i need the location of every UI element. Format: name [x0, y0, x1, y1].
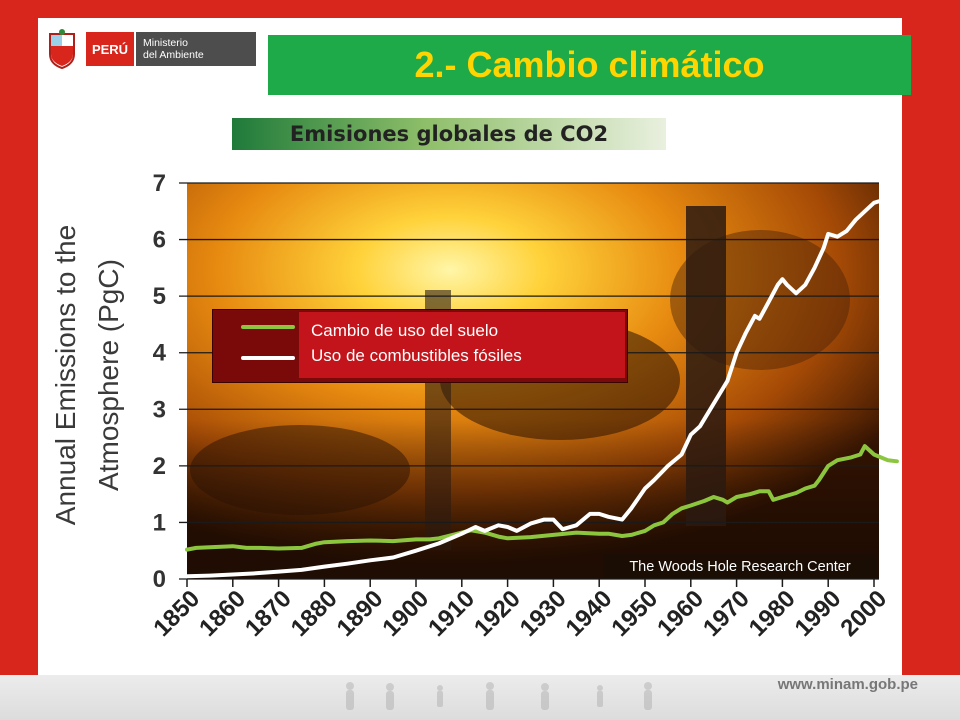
x-tick-label: 1980 — [744, 585, 801, 642]
people-silhouettes-decoration — [346, 682, 652, 710]
y-tick-label: 6 — [153, 227, 166, 254]
y-tick-label: 3 — [153, 396, 166, 423]
x-tick-label: 1990 — [790, 585, 847, 642]
x-tick-label: 1870 — [240, 585, 297, 642]
x-tick-label: 1930 — [515, 585, 572, 642]
x-tick-label: 1900 — [377, 585, 434, 642]
x-tick-label: 1940 — [561, 585, 618, 642]
footer-url[interactable]: www.minam.gob.pe — [777, 676, 918, 693]
peru-label: PERÚ — [86, 32, 134, 66]
y-axis-label-line-2: Atmosphere (PgC) — [93, 259, 124, 491]
chart-subtitle: Emisiones globales de CO2 — [232, 118, 666, 150]
x-tick-label: 1960 — [652, 585, 709, 642]
x-tick-label: 1890 — [332, 585, 389, 642]
chart-credit: The Woods Hole Research Center — [629, 559, 851, 575]
ministry-label: Ministerio del Ambiente — [136, 32, 256, 66]
y-tick-labels: 0 1 2 3 4 5 6 7 — [153, 170, 167, 593]
y-tick-label: 2 — [153, 453, 166, 480]
y-axis-label-line-1: Annual Emissions to the — [50, 225, 81, 525]
legend-item-land-use: Cambio de uso del suelo — [311, 321, 499, 340]
y-tick-label: 0 — [153, 566, 166, 593]
peru-crest-icon — [49, 29, 75, 70]
y-tick-label: 4 — [153, 340, 167, 367]
x-tick-label: 1950 — [606, 585, 663, 642]
slide-title: 2.- Cambio climático — [268, 35, 911, 95]
legend-text-box: Cambio de uso del suelo Uso de combustib… — [299, 312, 625, 378]
y-tick-label: 1 — [153, 509, 166, 536]
x-tick-label: 1920 — [469, 585, 526, 642]
legend-swatch-fossil-fuels — [241, 356, 295, 360]
legend-item-fossil-fuels: Uso de combustibles fósiles — [311, 346, 522, 365]
ministry-logo: PERÚ Ministerio del Ambiente — [42, 28, 256, 70]
chart-legend: Cambio de uso del suelo Uso de combustib… — [212, 309, 628, 383]
x-tick-label: 1910 — [423, 585, 480, 642]
x-tick-label: 1860 — [194, 585, 251, 642]
credit-box: The Woods Hole Research Center — [603, 554, 877, 578]
x-tick-label: 1970 — [698, 585, 755, 642]
legend-swatch-land-use — [241, 325, 295, 329]
x-tick-label: 1880 — [286, 585, 343, 642]
series-line-land-use — [185, 444, 899, 552]
x-tick-label: 2000 — [835, 585, 892, 642]
series-line-fossil-fuels — [185, 198, 895, 579]
ministry-line-2: del Ambiente — [143, 49, 204, 61]
ministry-line-1: Ministerio — [143, 37, 188, 49]
x-tick-labels: 1850186018701880189019001910192019301940… — [148, 579, 892, 642]
footer-bar — [0, 675, 960, 720]
y-tick-label: 5 — [153, 283, 166, 310]
chart-series — [185, 198, 899, 579]
y-tick-label: 7 — [153, 170, 166, 197]
x-tick-label: 1850 — [148, 585, 205, 642]
